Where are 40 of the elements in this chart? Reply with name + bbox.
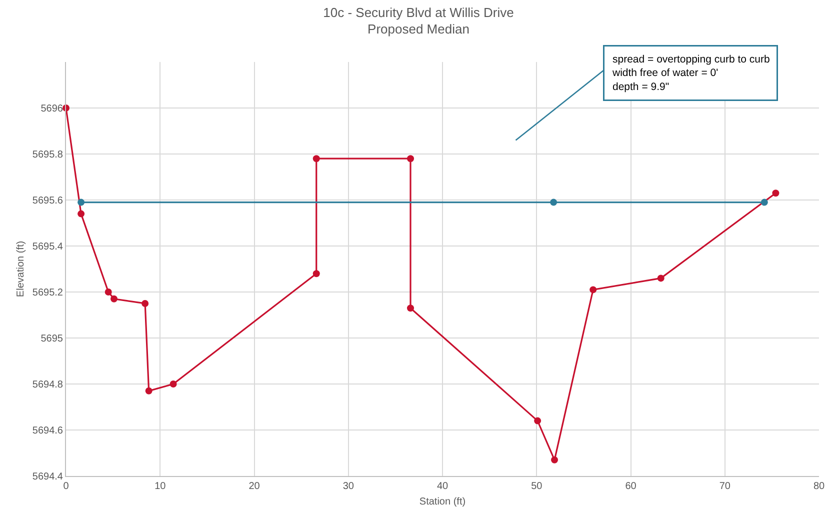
x-tick-label: 20 bbox=[248, 481, 260, 492]
y-tick-label: 5695.2 bbox=[32, 288, 64, 298]
point bbox=[312, 270, 320, 278]
annotation: spread = overtopping curb to curb width free of water = 0' depth = 9.9" bbox=[612, 54, 770, 93]
y-tick-label: 5694.4 bbox=[32, 472, 64, 482]
x-axis-title: Station (ft) bbox=[419, 496, 466, 508]
point bbox=[772, 190, 780, 197]
point bbox=[407, 155, 414, 162]
x-tick-label: 50 bbox=[531, 481, 543, 492]
point bbox=[550, 198, 558, 206]
point bbox=[142, 300, 149, 307]
point bbox=[170, 380, 177, 388]
y-tick-label: 5694.8 bbox=[32, 380, 64, 390]
point bbox=[760, 198, 768, 206]
chart-title: 10c - Security Blvd at Willis Drive Proposed Median bbox=[323, 4, 514, 37]
y-tick-label: 5694.6 bbox=[32, 426, 64, 436]
point bbox=[78, 210, 85, 218]
y-tick-label: 5695 bbox=[40, 334, 64, 344]
point bbox=[312, 155, 320, 162]
x-tick-label: 0 bbox=[63, 481, 70, 492]
point bbox=[534, 417, 542, 424]
point bbox=[78, 198, 85, 206]
point bbox=[551, 456, 558, 464]
x-tick-label: 10 bbox=[154, 481, 166, 492]
y-tick-label: 5695.6 bbox=[32, 196, 64, 206]
point bbox=[110, 295, 118, 302]
point bbox=[590, 286, 597, 294]
y-tick-label: 5695.4 bbox=[32, 242, 64, 252]
x-tick-label: 70 bbox=[719, 481, 731, 492]
point bbox=[104, 288, 112, 296]
x-tick-label: 60 bbox=[625, 481, 637, 492]
y-axis-title: Elevation (ft) bbox=[15, 240, 26, 298]
y-tick-label: 5696 bbox=[40, 104, 64, 114]
y-tick-label: 5695.8 bbox=[32, 150, 64, 160]
point bbox=[407, 304, 414, 312]
point bbox=[657, 274, 664, 282]
x-tick-label: 80 bbox=[813, 481, 825, 492]
x-tick-label: 30 bbox=[342, 481, 354, 492]
x-tick-label: 40 bbox=[436, 481, 448, 492]
point bbox=[145, 387, 152, 394]
